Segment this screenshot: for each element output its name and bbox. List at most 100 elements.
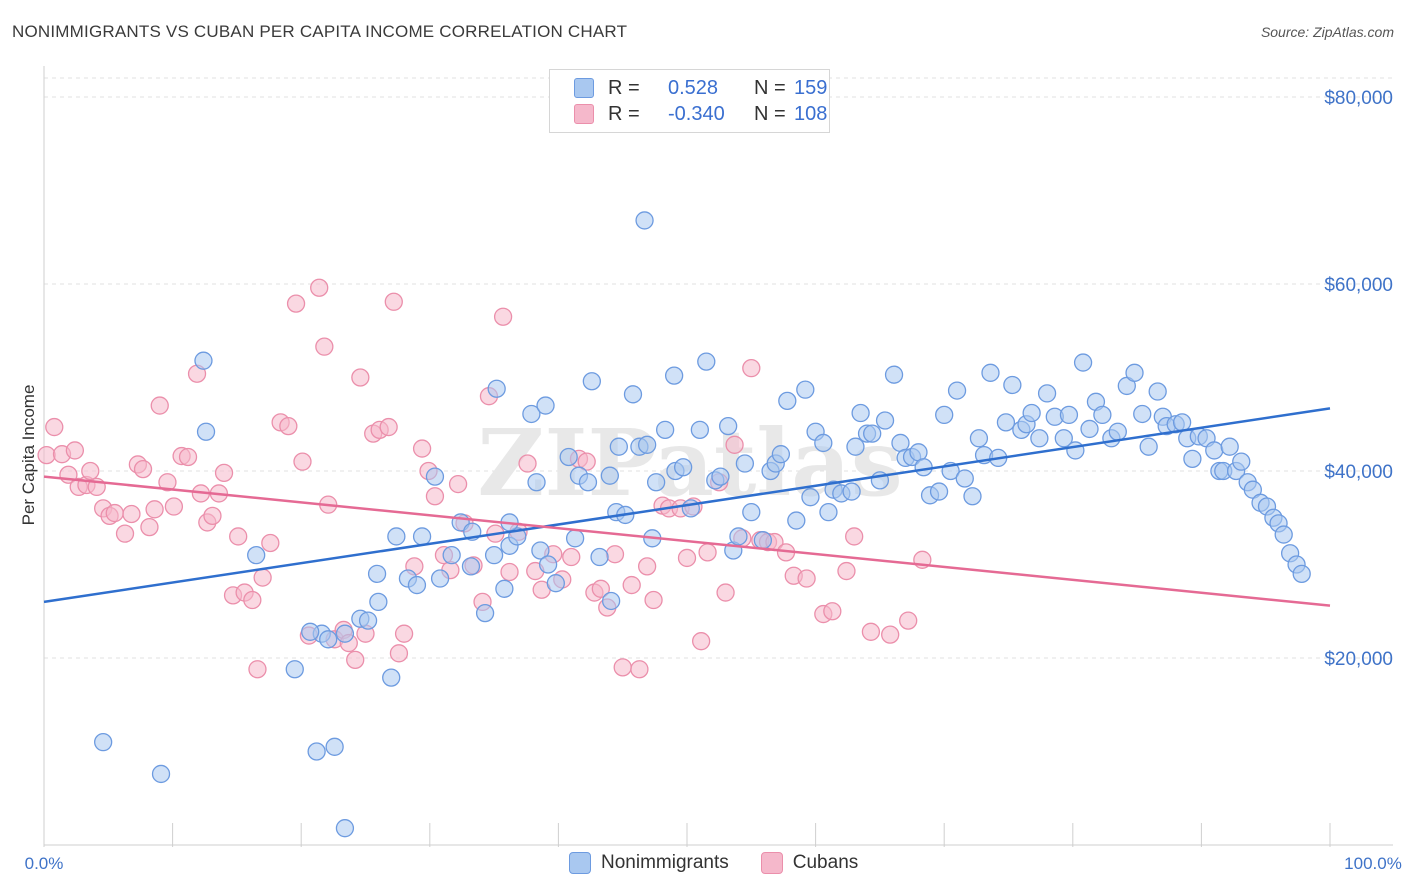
nonimmigrant-point: [846, 437, 865, 456]
nonimmigrant-point: [590, 547, 609, 567]
nonimmigrant-point: [801, 488, 820, 507]
nonimmigrant-point: [778, 391, 797, 411]
nonimmigrant-point: [787, 511, 806, 530]
nonimmigrant-point: [1108, 422, 1127, 441]
nonimmigrant-point: [335, 624, 355, 643]
nonimmigrants-trend-line: [43, 407, 1331, 604]
nonimmigrant-point: [578, 473, 598, 492]
nonimmigrant-point: [565, 529, 585, 548]
chart-title: NONIMMIGRANTS VS CUBAN PER CAPITA INCOME…: [12, 22, 628, 41]
legend-row-cubans: R = -0.340 N = 108: [574, 101, 827, 127]
nonimmigrant-point: [1066, 441, 1085, 460]
nonimmigrant-point: [851, 403, 870, 423]
nonimmigrant-point: [335, 819, 355, 838]
n-value: 108: [794, 102, 828, 125]
cuban-point: [613, 658, 632, 677]
nonimmigrant-point: [673, 458, 693, 477]
nonimmigrant-point: [358, 611, 378, 630]
nonimmigrant-point: [407, 575, 427, 595]
cubans-trend-line: [43, 475, 1331, 607]
nonimmigrant-point: [442, 546, 461, 565]
cuban-point: [293, 452, 312, 471]
blue-swatch: [574, 78, 594, 98]
cuban-point: [346, 650, 365, 670]
cuban-point: [158, 473, 177, 492]
cuban-point: [412, 439, 432, 458]
legend-item-nonimmigrants[interactable]: Nonimmigrants: [569, 852, 729, 874]
series-legend: Nonimmigrants Cubans: [569, 852, 890, 874]
nonimmigrant-point: [1232, 452, 1251, 471]
nonimmigrant-point: [697, 352, 716, 371]
cuban-point: [140, 517, 159, 537]
x-tick-label-min: 0.0%: [25, 854, 64, 873]
nonimmigrant-point: [771, 445, 791, 464]
y-axis-label: Per Capita Income: [19, 385, 38, 526]
nonimmigrant-point: [955, 469, 974, 488]
cuban-point: [861, 622, 881, 641]
nonimmigrant-point: [484, 546, 504, 565]
nonimmigrant-point: [655, 420, 675, 440]
cuban-point: [37, 445, 56, 465]
cuban-point: [389, 644, 409, 663]
nonimmigrant-point: [609, 437, 628, 456]
stats-legend: R = 0.528 N = 159 R = -0.340 N = 108: [549, 69, 830, 133]
r-label: R =: [608, 102, 640, 125]
nonimmigrant-point: [559, 447, 578, 467]
cuban-point: [698, 543, 717, 562]
cuban-point: [145, 500, 164, 519]
y-tick-labels: $20,000 $40,000 $60,000 $80,000: [1324, 88, 1393, 670]
nonimmigrant-point: [969, 429, 989, 448]
r-label: R =: [608, 76, 640, 99]
nonimmigrant-point: [664, 366, 684, 385]
nonimmigrant-point: [637, 435, 657, 454]
nonimmigrant-point: [487, 379, 506, 398]
nonimmigrants-swatch: [569, 852, 591, 874]
nonimmigrant-point: [285, 660, 304, 679]
nonimmigrant-point: [796, 380, 815, 399]
source-label: Source: ZipAtlas.com: [1260, 24, 1394, 40]
cuban-point: [677, 548, 697, 568]
cuban-point: [379, 417, 398, 437]
cuban-point: [493, 307, 513, 326]
cuban-point: [164, 497, 184, 516]
cuban-point: [45, 417, 64, 437]
nonimmigrant-point: [531, 541, 550, 560]
nonimmigrant-point: [1022, 403, 1041, 423]
nonimmigrant-point: [1003, 375, 1022, 395]
cubans-points: [37, 278, 932, 679]
cuban-point: [591, 579, 610, 598]
legend-item-cubans[interactable]: Cubans: [760, 852, 858, 874]
nonimmigrant-point: [842, 482, 861, 501]
n-label: N =: [754, 102, 786, 125]
nonimmigrant-point: [522, 404, 541, 424]
nonimmigrant-point: [325, 737, 344, 756]
nonimmigrant-point: [194, 351, 213, 370]
nonimmigrant-point: [319, 630, 338, 649]
x-tick-label-max: 100.0%: [1344, 854, 1402, 873]
cuban-point: [243, 590, 262, 610]
y-tick-label: $60,000: [1324, 275, 1393, 296]
r-value: 0.528: [668, 76, 719, 99]
nonimmigrant-point: [495, 579, 514, 598]
nonimmigrant-point: [1183, 449, 1202, 468]
cuban-point: [315, 337, 334, 356]
nonimmigrant-point: [819, 502, 838, 522]
cubans-swatch: [760, 852, 783, 874]
nonimmigrant-point: [1037, 384, 1057, 403]
nonimmigrant-point: [1125, 363, 1144, 382]
cuban-point: [203, 506, 222, 526]
cuban-point: [133, 459, 153, 479]
nonimmigrant-point: [527, 473, 546, 492]
nonimmigrant-point: [425, 467, 445, 486]
cuban-point: [725, 435, 744, 454]
nonimmigrant-point: [646, 473, 666, 492]
nonimmigrant-point: [729, 527, 748, 546]
cuban-point: [716, 583, 735, 602]
cuban-point: [115, 524, 135, 543]
cuban-point: [518, 454, 537, 473]
nonimmigrant-point: [735, 454, 755, 473]
y-tick-label: $20,000: [1324, 649, 1393, 670]
nonimmigrant-point: [929, 482, 949, 501]
nonimmigrant-point: [196, 422, 216, 441]
cuban-point: [384, 292, 403, 311]
